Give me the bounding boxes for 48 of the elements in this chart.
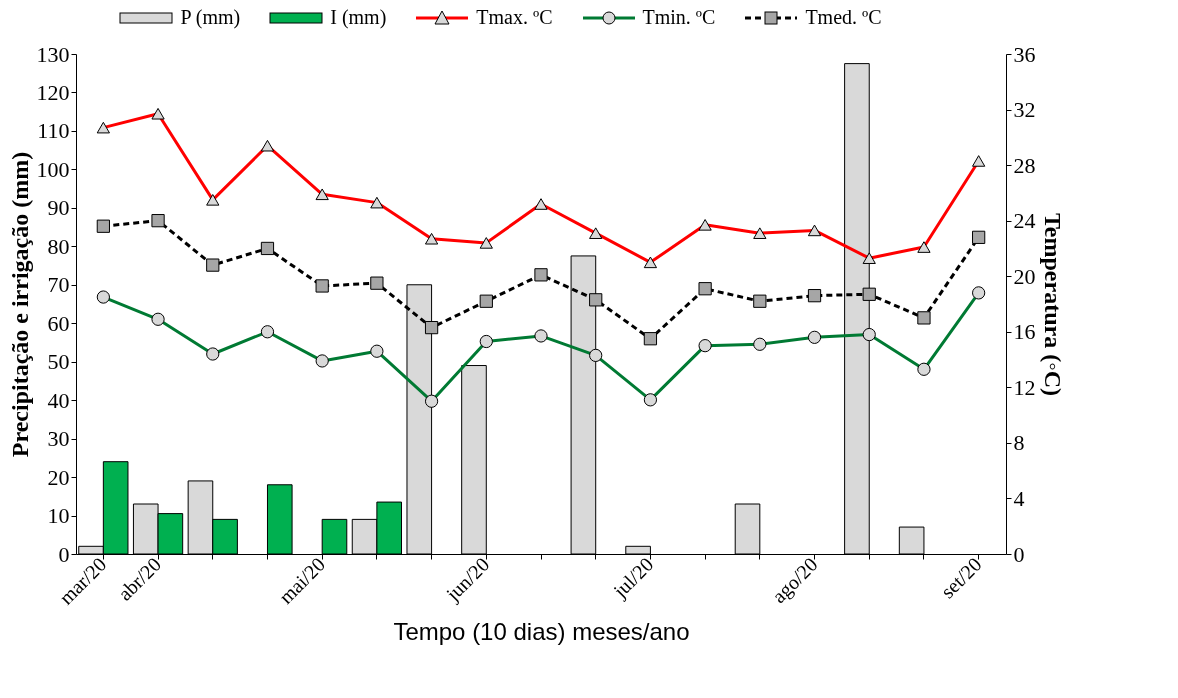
y2-tick-label: 28 — [1013, 152, 1036, 178]
y-tick-label: 20 — [47, 464, 70, 490]
legend-label: Tmed. ºC — [805, 6, 882, 29]
point — [370, 276, 384, 290]
y2-tick-label: 32 — [1013, 97, 1036, 123]
y2-tick-label: 0 — [1013, 541, 1025, 567]
point — [807, 289, 822, 303]
point — [260, 241, 275, 256]
y-tick-label: 80 — [47, 233, 70, 259]
y-tick-label: 60 — [47, 310, 70, 336]
point — [753, 294, 767, 308]
y-axis-title: Precipitação e irrigação (mm) — [6, 151, 33, 458]
y2-tick-label: 12 — [1013, 374, 1036, 400]
point — [424, 320, 439, 335]
point — [862, 287, 876, 301]
y-tick-label: 50 — [47, 349, 70, 375]
y-tick-label: 70 — [47, 272, 70, 298]
point — [589, 293, 603, 307]
point — [315, 279, 329, 293]
y-tick-label: 40 — [47, 387, 70, 413]
x-axis-title: Tempo (10 dias) meses/ano — [393, 617, 690, 645]
point — [972, 230, 986, 244]
point — [643, 332, 658, 346]
y-tick-label: 130 — [36, 41, 70, 67]
y-tick-label: 110 — [37, 118, 70, 144]
point — [698, 282, 712, 296]
point — [479, 294, 493, 308]
point — [206, 258, 220, 272]
y2-tick-label: 8 — [1013, 430, 1025, 456]
y2-tick-label: 16 — [1013, 319, 1036, 345]
legend-label: I (mm) — [330, 6, 387, 29]
y-tick-label: 30 — [47, 426, 70, 452]
y2-tick-label: 24 — [1013, 208, 1036, 234]
legend-label: P (mm) — [180, 6, 241, 29]
y-tick-label: 120 — [36, 79, 70, 105]
y-tick-label: 90 — [47, 195, 70, 221]
y2-tick-label: 4 — [1013, 485, 1025, 511]
y2-tick-label: 36 — [1013, 41, 1036, 67]
y2-axis-title: Temperatura (◦C) — [1039, 213, 1066, 396]
point — [151, 214, 165, 228]
y-tick-label: 10 — [47, 503, 70, 529]
legend-label: Tmax. ºC — [476, 6, 553, 29]
point — [534, 268, 548, 282]
y-tick-label: 100 — [36, 156, 70, 182]
legend-label: Tmin. ºC — [642, 6, 716, 29]
y2-tick-label: 20 — [1013, 263, 1036, 289]
point — [917, 311, 931, 325]
point — [96, 219, 110, 233]
